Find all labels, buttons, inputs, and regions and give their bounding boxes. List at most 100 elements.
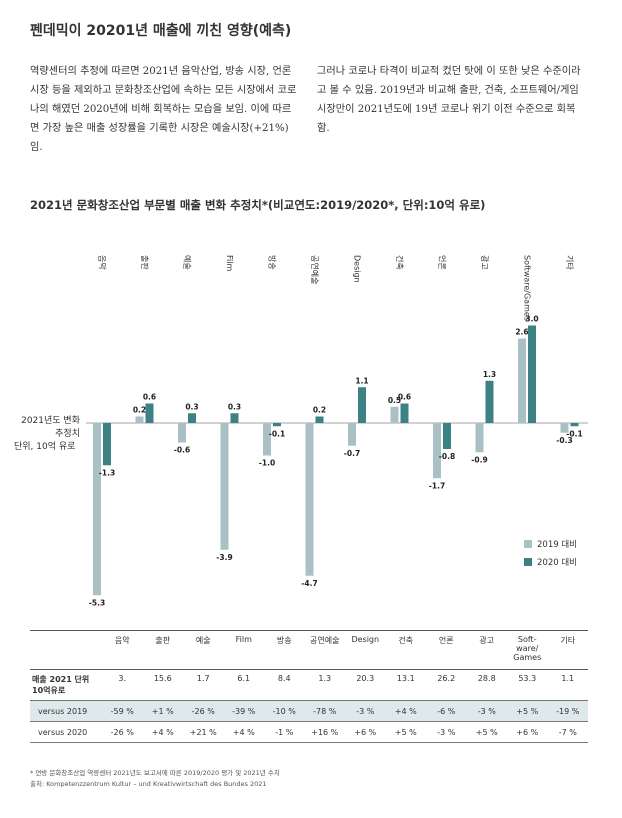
category-label: 언론 <box>438 255 448 270</box>
table-cell: -10 % <box>264 700 305 722</box>
table-header: 공연예술 <box>310 636 340 645</box>
data-label: 0.5 <box>388 396 401 405</box>
table-cell: -3 % <box>437 727 456 737</box>
y-axis-label: 2021년도 변화 추정치 단위, 10억 유로 <box>14 415 84 454</box>
data-label: -0.1 <box>269 429 285 438</box>
bar-2020 <box>103 423 111 466</box>
row-label: versus 2020 <box>38 727 88 737</box>
table-cell: +16 % <box>311 727 339 737</box>
y-axis-label-line2: 추정치 <box>55 429 80 439</box>
table-header: 건축 <box>398 636 414 645</box>
table-cell: -39 % <box>223 700 264 722</box>
row-label: 매출 2021 단위 10억유로 <box>32 675 90 695</box>
table-cell: +4 % <box>385 700 426 722</box>
table-cell: 6.1 <box>237 674 251 683</box>
table-cell: +5 % <box>475 727 498 737</box>
table-cell: 28.8 <box>477 674 496 683</box>
table-cell: 13.1 <box>396 674 415 683</box>
bar-2019 <box>348 423 356 446</box>
row-label: versus 2019 <box>30 700 102 722</box>
table-cell: 1.1 <box>561 674 575 683</box>
data-label: 0.3 <box>228 402 241 411</box>
table-cell: +5 % <box>507 700 548 722</box>
table-header: 음악 <box>114 636 130 645</box>
table-cell: +6 % <box>516 727 539 737</box>
table-cell: -26 % <box>183 700 224 722</box>
bar-2020 <box>528 325 536 423</box>
table-row: 매출 2021 단위 10억유로 3. 15.6 1.7 6.1 8.4 1.3… <box>30 670 588 701</box>
data-label: 0.2 <box>313 406 326 415</box>
table-cell: +21 % <box>189 727 217 737</box>
bar-2019 <box>93 423 101 596</box>
category-label: 예술 <box>183 255 193 270</box>
table-cell: -3 % <box>466 700 507 722</box>
data-label: 0.3 <box>185 402 198 411</box>
data-label: -0.9 <box>471 455 487 464</box>
bar-2020 <box>485 380 494 423</box>
table-header: 언론 <box>438 636 454 645</box>
legend-item-2019: 2019 대비 <box>524 538 577 550</box>
table-cell: +1 % <box>142 700 183 722</box>
data-label: 1.3 <box>483 370 496 379</box>
legend-label-2020: 2020 대비 <box>537 558 577 568</box>
bar-2019 <box>178 423 186 443</box>
chart-legend: 2019 대비 2020 대비 <box>524 538 577 574</box>
data-label: 0.2 <box>133 406 146 415</box>
table-cell: +6 % <box>354 727 377 737</box>
legend-label-2019: 2019 대비 <box>537 540 577 550</box>
bar-2019 <box>433 423 441 479</box>
category-label: 출판 <box>140 255 150 270</box>
table-cell: +5 % <box>394 727 417 737</box>
data-label: -0.1 <box>566 429 582 438</box>
data-label: 2.6 <box>515 328 528 337</box>
bar-2019 <box>305 423 314 576</box>
data-label: -0.3 <box>556 436 572 445</box>
table-header-empty <box>30 631 102 670</box>
table-cell: -1 % <box>275 727 294 737</box>
y-axis-label-line1: 2021년도 변화 <box>21 416 80 426</box>
table-cell: -7 % <box>558 727 577 737</box>
category-label: Film <box>225 255 234 271</box>
category-label: 광고 <box>480 255 490 270</box>
legend-swatch-2020 <box>524 558 532 566</box>
data-label: -0.8 <box>439 452 455 461</box>
table-cell: -59 % <box>102 700 143 722</box>
table-row: versus 2019 -59 % +1 % -26 % -39 % -10 %… <box>30 700 588 722</box>
bar-2020 <box>188 413 196 423</box>
data-label: 0.6 <box>398 393 411 402</box>
table-cell: 1.7 <box>196 674 210 683</box>
data-label: 0.6 <box>143 393 156 402</box>
table-cell: 53.3 <box>518 674 537 683</box>
footnote-line1: * 연방 문화창조산업 역량센터 2021년도 보고서에 따른 2019/202… <box>30 769 280 777</box>
data-label: -0.7 <box>344 449 360 458</box>
legend-swatch-2019 <box>524 540 532 548</box>
data-label: 1.1 <box>355 376 368 385</box>
table-cell: -6 % <box>426 700 467 722</box>
table-cell: -78 % <box>304 700 345 722</box>
table-header: 기타 <box>560 636 576 645</box>
table-header: 광고 <box>479 636 495 645</box>
table-row: versus 2020 -26 % +4 % +21 % +4 % -1 % +… <box>30 721 588 743</box>
bar-2020 <box>358 387 366 423</box>
table-cell: 26.2 <box>437 674 456 683</box>
table-header: 예술 <box>195 636 211 645</box>
bar-2019 <box>475 423 484 453</box>
category-label: 음악 <box>98 255 108 270</box>
footnote-line2: 출처: Kompetenzzentrum Kultur – und Kreati… <box>30 780 267 788</box>
footnote: * 연방 문화창조산업 역량센터 2021년도 보고서에 따른 2019/202… <box>30 768 280 790</box>
table-cell: +4 % <box>151 727 174 737</box>
bar-2020 <box>145 403 154 423</box>
category-label: 기타 <box>565 255 574 270</box>
y-axis-label-line3: 단위, 10억 유로 <box>14 442 76 452</box>
data-label: -1.3 <box>99 468 115 477</box>
table-cell: 8.4 <box>277 674 291 683</box>
data-label: -4.7 <box>301 579 317 588</box>
data-label: -5.3 <box>89 598 105 607</box>
bar-2020 <box>443 423 451 449</box>
table-cell: -26 % <box>110 727 134 737</box>
table-cell: 1.3 <box>318 674 332 683</box>
category-label: 공연예술 <box>310 255 320 284</box>
table-cell: 15.6 <box>153 674 172 683</box>
category-label: 방송 <box>268 255 278 270</box>
table-cell: -3 % <box>345 700 386 722</box>
